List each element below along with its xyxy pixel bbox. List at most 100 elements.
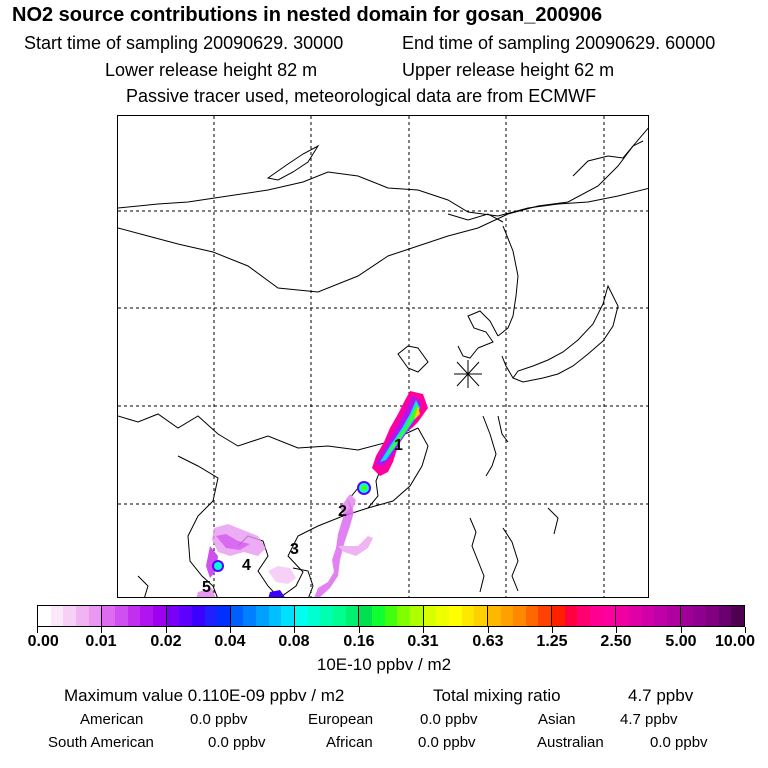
region-australian-name: Australian (537, 734, 604, 751)
colorbar-tick (681, 627, 682, 633)
concentration-field (196, 391, 428, 597)
colorbar-swatch (359, 606, 372, 626)
region-american-value: 0.0 ppbv (190, 711, 248, 728)
colorbar-tick (488, 627, 489, 633)
colorbar-swatch (705, 606, 719, 626)
colorbar-swatch (641, 606, 655, 626)
upper-release-label: Upper release height 62 m (402, 60, 615, 80)
colorbar-swatch (217, 606, 230, 626)
colorbar-tick-label: 0.01 (85, 633, 117, 650)
colorbar-tick-label: 0.31 (407, 633, 439, 650)
colorbar-swatch (140, 606, 153, 626)
colorbar-swatch (538, 606, 552, 626)
map-panel: 1 2 3 4 5 (117, 115, 649, 598)
colorbar-swatch (268, 606, 282, 626)
colorbar-swatch (75, 606, 89, 626)
colorbar-swatch (616, 606, 630, 626)
colorbar-swatch (230, 606, 244, 626)
colorbar-swatch (204, 606, 218, 626)
colorbar-swatch (629, 606, 642, 626)
total-mixing-label: Total mixing ratio (433, 686, 561, 705)
region-asian-value: 4.7 ppbv (620, 711, 678, 728)
colorbar-swatch (731, 606, 744, 626)
colorbar-swatch (654, 606, 668, 626)
colorbar-swatch (409, 606, 423, 626)
colorbar-swatch (474, 606, 487, 626)
colorbar-swatch (371, 606, 385, 626)
colorbar-tick-label: 0.63 (472, 633, 504, 650)
colorbar-swatch (500, 606, 514, 626)
colorbar-swatch (602, 606, 616, 626)
colorbar-swatch (680, 606, 694, 626)
colorbar-swatch (50, 606, 64, 626)
colorbar-swatch (448, 606, 462, 626)
colorbar-tick-label: 1.25 (536, 633, 568, 650)
colorbar-tick-label: 0.08 (278, 633, 310, 650)
colorbar-interval-1 (102, 606, 167, 626)
colorbar-swatch (63, 606, 76, 626)
colorbar-swatch (577, 606, 591, 626)
region-american-name: American (80, 711, 144, 728)
max-value-label: Maximum value 0.110E-09 ppbv / m2 (64, 686, 345, 705)
marker-label-3: 3 (290, 541, 299, 558)
colorbar-interval-6 (423, 606, 488, 626)
colorbar-interval-4 (295, 606, 360, 626)
colorbar-swatch (320, 606, 334, 626)
colorbar-swatch (191, 606, 205, 626)
region-european-value: 0.0 ppbv (420, 711, 478, 728)
end-time-label: End time of sampling 20090629. 60000 (402, 33, 716, 53)
colorbar-tick-label: 5.00 (665, 633, 697, 650)
color-scale-bar (37, 605, 745, 627)
region-asian-name: Asian (538, 711, 576, 728)
region-african-value: 0.0 ppbv (418, 734, 476, 751)
tracer-note: Passive tracer used, meteorological data… (126, 86, 597, 106)
colorbar-tick (552, 627, 553, 633)
colorbar-swatch (256, 606, 269, 626)
colorbar-swatch (525, 606, 539, 626)
colorbar-tick-label: 10.00 (714, 633, 756, 650)
colorbar-swatch (693, 606, 706, 626)
colorbar-interval-5 (359, 606, 424, 626)
colorbar-tick (359, 627, 360, 633)
colorbar-swatch (243, 606, 257, 626)
map-svg: 1 2 3 4 5 (118, 116, 648, 597)
colorbar-tick (37, 627, 38, 633)
colorbar-swatch (281, 606, 295, 626)
colorbar-interval-10 (680, 606, 744, 626)
region-african-name: African (326, 734, 373, 751)
colorbar-interval-9 (616, 606, 681, 626)
colorbar-swatch (345, 606, 359, 626)
colorbar-tick-label: 0.02 (150, 633, 182, 650)
colorbar-interval-3 (230, 606, 296, 626)
colorbar-tick (745, 627, 746, 633)
colorbar-swatch (590, 606, 603, 626)
colorbar-tick (294, 627, 295, 633)
colorbar-tick (616, 627, 617, 633)
colorbar-swatch (487, 606, 501, 626)
colorbar-swatch (333, 606, 346, 626)
colorbar-interval-8 (552, 606, 617, 626)
plot-title: NO2 source contributions in nested domai… (12, 4, 603, 26)
colorbar-swatch (88, 606, 102, 626)
colorbar-tick (230, 627, 231, 633)
region-european-name: European (308, 711, 374, 728)
colorbar-swatch (307, 606, 321, 626)
colorbar-unit: 10E-10 ppbv / m2 (316, 655, 452, 674)
marker-label-1: 1 (394, 437, 403, 454)
colorbar-swatch (436, 606, 449, 626)
lat-lon-grid (118, 116, 648, 597)
colorbar-swatch (552, 606, 565, 626)
coastlines (118, 127, 648, 597)
region-south-american-value: 0.0 ppbv (208, 734, 266, 751)
colorbar-swatch (718, 606, 732, 626)
colorbar-swatch (461, 606, 475, 626)
colorbar-tick-label: 0.04 (214, 633, 246, 650)
colorbar-swatch (114, 606, 128, 626)
colorbar-swatch (513, 606, 526, 626)
colorbar-swatch (295, 606, 308, 626)
lower-release-label: Lower release height 82 m (105, 60, 318, 80)
colorbar-swatch (102, 606, 115, 626)
colorbar-swatch (166, 606, 180, 626)
total-mixing-value: 4.7 ppbv (628, 686, 694, 705)
colorbar-swatch (127, 606, 141, 626)
